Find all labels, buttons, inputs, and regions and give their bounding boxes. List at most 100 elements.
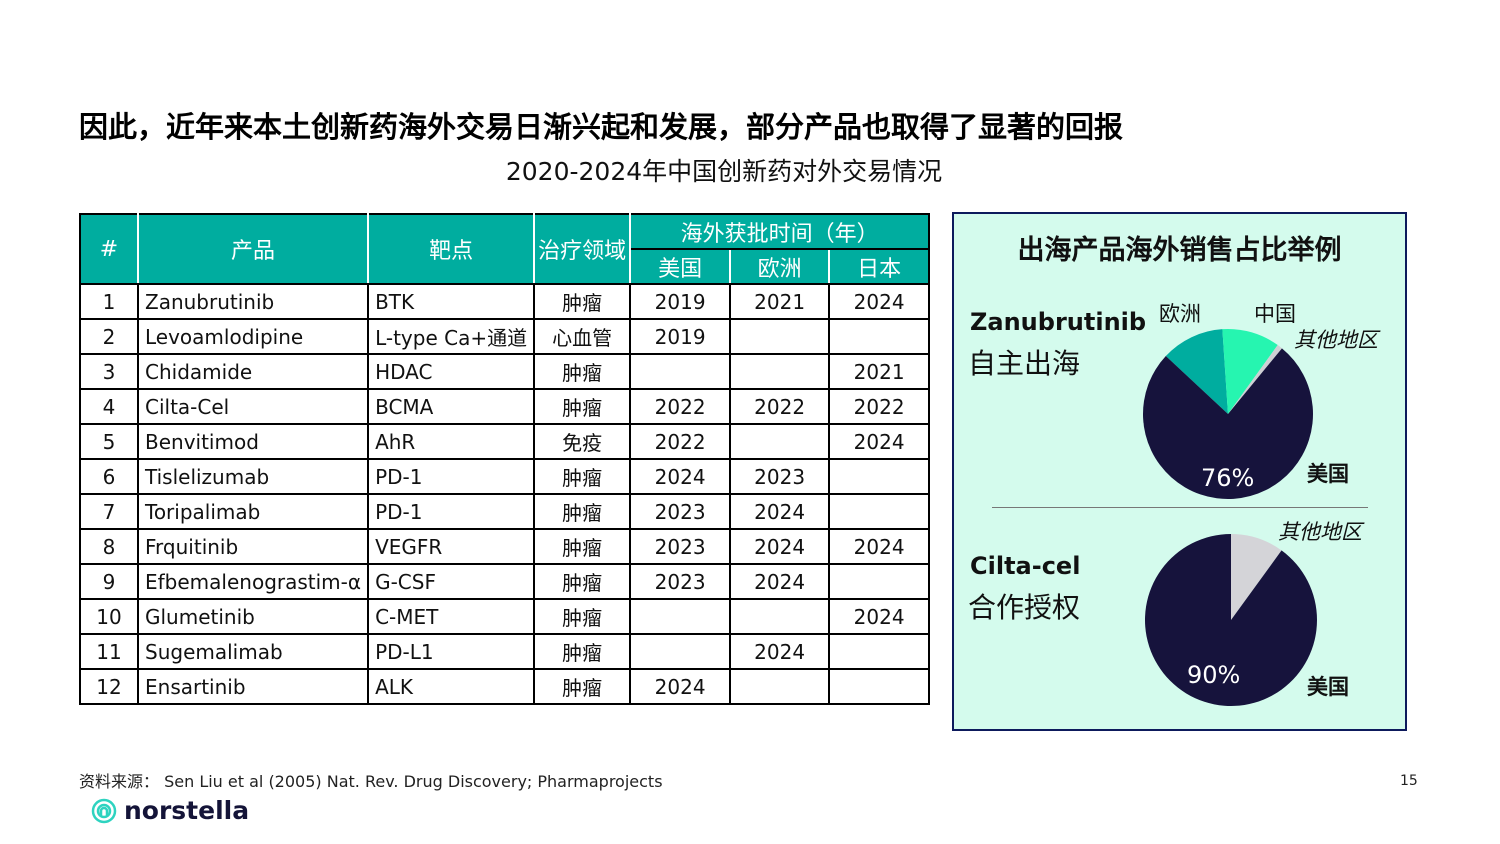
cell-product: Tislelizumab: [136, 458, 370, 495]
page-title: 因此，近年来本土创新药海外交易日渐兴起和发展，部分产品也取得了显著的回报: [79, 110, 1124, 144]
approval-table: # 产品 靶点 治疗领域 海外获批时间（年） 美国 欧洲 日本 1 Zanubru…: [79, 213, 931, 705]
cell-num: 5: [79, 423, 139, 460]
cell-product: Sugemalimab: [136, 633, 370, 670]
table-row: 2 Levoamlodipine L-type Ca+通道 心血管 2019: [79, 318, 931, 355]
cell-num: 12: [79, 668, 139, 705]
cell-jp: 2024: [828, 423, 931, 460]
cell-eu: [729, 423, 831, 460]
cell-area: 肿瘤: [533, 353, 632, 390]
cell-jp: [828, 318, 931, 355]
cell-us: [629, 633, 732, 670]
sales-share-panel: 出海产品海外销售占比举例 Zanubrutinib 自主出海 Cilta-cel…: [952, 212, 1407, 731]
cell-target: BCMA: [367, 388, 536, 425]
cell-product: Frquitinib: [136, 528, 370, 565]
cell-num: 10: [79, 598, 139, 635]
cell-num: 8: [79, 528, 139, 565]
cell-jp: 2022: [828, 388, 931, 425]
cell-target: VEGFR: [367, 528, 536, 565]
cell-product: Benvitimod: [136, 423, 370, 460]
cell-jp: [828, 668, 931, 705]
cell-us: 2024: [629, 458, 732, 495]
cell-area: 肿瘤: [533, 493, 632, 530]
pie1-data-label: 76%: [1201, 464, 1255, 492]
cell-product: Chidamide: [136, 353, 370, 390]
cell-product: Glumetinib: [136, 598, 370, 635]
header-eu: 欧洲: [729, 248, 831, 285]
table-row: 9 Efbemalenograstim-α G-CSF 肿瘤 2023 2024: [79, 563, 931, 600]
pie2-label-us: 美国: [1307, 675, 1349, 699]
cell-eu: 2022: [729, 388, 831, 425]
divider: [992, 507, 1368, 508]
table-row: 1 Zanubrutinib BTK 肿瘤 2019 2021 2024: [79, 283, 931, 320]
cell-target: C-MET: [367, 598, 536, 635]
product2-name: Cilta-cel: [970, 552, 1081, 580]
pie2-data-label: 90%: [1187, 661, 1241, 689]
cell-eu: 2024: [729, 633, 831, 670]
cell-us: 2019: [629, 283, 732, 320]
cell-num: 7: [79, 493, 139, 530]
cell-us: [629, 598, 732, 635]
product1-mode: 自主出海: [968, 347, 1081, 380]
cell-num: 1: [79, 283, 139, 320]
pie1-label-cn: 中国: [1254, 302, 1296, 326]
cell-us: 2023: [629, 563, 732, 600]
cell-num: 6: [79, 458, 139, 495]
header-product: 产品: [136, 213, 370, 285]
cell-area: 肿瘤: [533, 633, 632, 670]
cell-target: AhR: [367, 423, 536, 460]
source-note: 资料来源： Sen Liu et al (2005) Nat. Rev. Dru…: [79, 772, 663, 791]
pie1-slice: [1143, 348, 1313, 499]
pie-charts: [1143, 329, 1317, 706]
table-row: 8 Frquitinib VEGFR 肿瘤 2023 2024 2024: [79, 528, 931, 565]
pie2-slice: [1145, 534, 1317, 706]
cell-jp: [828, 458, 931, 495]
pie2-slice: [1231, 534, 1282, 620]
cell-us: 2023: [629, 493, 732, 530]
cell-us: 2024: [629, 668, 732, 705]
cell-us: 2019: [629, 318, 732, 355]
norstella-logo: norstella: [90, 796, 249, 825]
cell-target: HDAC: [367, 353, 536, 390]
cell-area: 肿瘤: [533, 668, 632, 705]
cell-product: Zanubrutinib: [136, 283, 370, 320]
header-num: #: [79, 213, 139, 285]
cell-area: 肿瘤: [533, 283, 632, 320]
table-row: 3 Chidamide HDAC 肿瘤 2021: [79, 353, 931, 390]
cell-target: L-type Ca+通道: [367, 318, 536, 355]
cell-num: 3: [79, 353, 139, 390]
table-row: 6 Tislelizumab PD-1 肿瘤 2024 2023: [79, 458, 931, 495]
panel-title: 出海产品海外销售占比举例: [1017, 235, 1342, 266]
cell-area: 肿瘤: [533, 598, 632, 635]
cell-eu: [729, 318, 831, 355]
cell-eu: 2024: [729, 493, 831, 530]
table-row: 10 Glumetinib C-MET 肿瘤 2024: [79, 598, 931, 635]
cell-jp: [828, 563, 931, 600]
table-row: 12 Ensartinib ALK 肿瘤 2024: [79, 668, 931, 705]
pie1-label-other: 其他地区: [1294, 328, 1378, 352]
cell-us: 2023: [629, 528, 732, 565]
cell-eu: 2021: [729, 283, 831, 320]
cell-target: ALK: [367, 668, 536, 705]
cell-product: Ensartinib: [136, 668, 370, 705]
pie1-label-us: 美国: [1307, 462, 1349, 486]
cell-eu: 2024: [729, 563, 831, 600]
cell-us: 2022: [629, 423, 732, 460]
cell-area: 免疫: [533, 423, 632, 460]
cell-area: 肿瘤: [533, 388, 632, 425]
cell-area: 肿瘤: [533, 528, 632, 565]
cell-target: BTK: [367, 283, 536, 320]
header-target: 靶点: [367, 213, 536, 285]
pie1-label-eu: 欧洲: [1159, 302, 1201, 326]
cell-us: 2022: [629, 388, 732, 425]
header-jp: 日本: [828, 248, 931, 285]
cell-jp: [828, 493, 931, 530]
logo-text: norstella: [124, 796, 250, 825]
pie1-slice: [1165, 329, 1228, 414]
table-title: 2020-2024年中国创新药对外交易情况: [505, 157, 943, 186]
table-row: 11 Sugemalimab PD-L1 肿瘤 2024: [79, 633, 931, 670]
table-row: 5 Benvitimod AhR 免疫 2022 2024: [79, 423, 931, 460]
cell-eu: [729, 353, 831, 390]
cell-num: 9: [79, 563, 139, 600]
product2-mode: 合作授权: [968, 591, 1081, 624]
cell-eu: [729, 598, 831, 635]
